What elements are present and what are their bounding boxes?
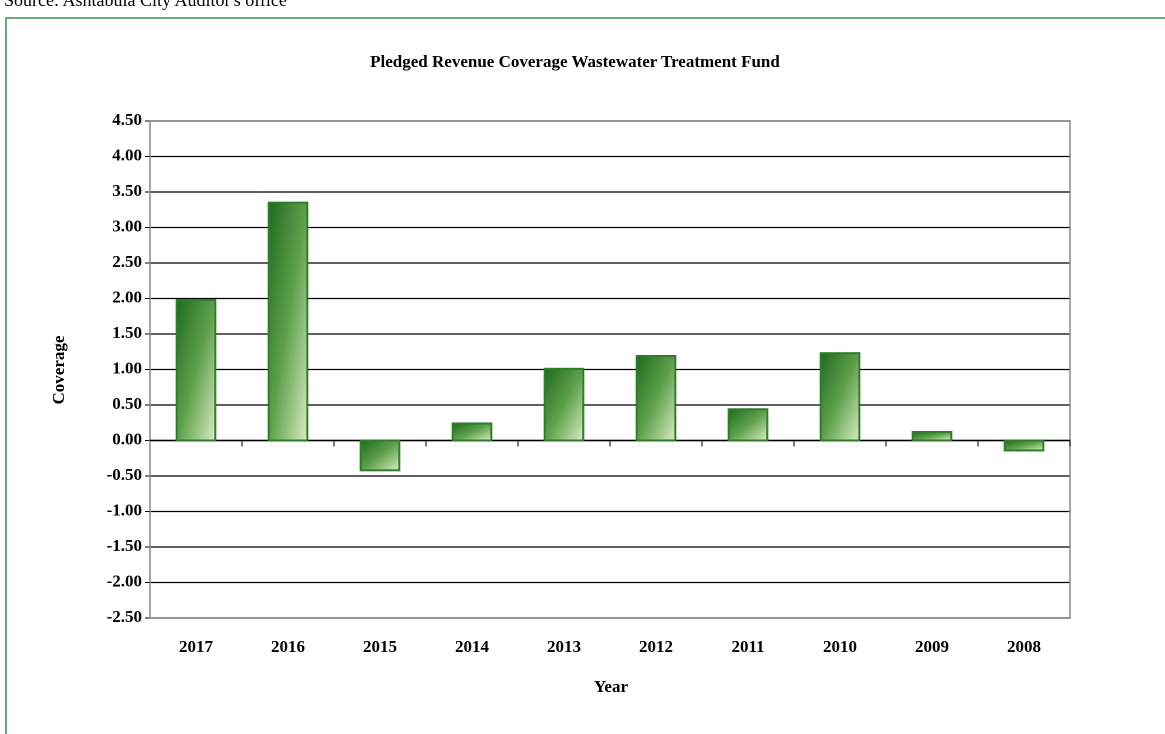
bar <box>819 352 861 442</box>
y-tick-label: 1.00 <box>112 358 142 377</box>
bar <box>451 422 493 442</box>
x-tick-label: 2010 <box>823 637 857 656</box>
source-note: Source: Ashtabula City Auditor's office <box>4 0 287 10</box>
x-tick-label: 2013 <box>547 637 581 656</box>
x-tick-label: 2016 <box>271 637 305 656</box>
x-tick-label: 2011 <box>731 637 764 656</box>
y-axis-label: Coverage <box>49 335 68 404</box>
frame <box>5 17 1165 734</box>
x-tick-label: 2014 <box>455 637 490 656</box>
bar <box>543 367 585 442</box>
y-tick-label: 0.00 <box>112 429 142 448</box>
plot-border <box>149 120 1071 619</box>
y-tick-label: 2.50 <box>112 252 142 271</box>
y-tick-label: 2.00 <box>112 287 142 306</box>
bar <box>635 355 677 442</box>
bar <box>727 408 769 442</box>
y-tick-label: -0.50 <box>107 465 142 484</box>
chart-title: Pledged Revenue Coverage Wastewater Trea… <box>370 52 780 71</box>
y-tick-label: -2.50 <box>107 607 142 626</box>
bar <box>911 430 953 442</box>
y-tick-label: 3.00 <box>112 216 142 235</box>
y-tick-label: -2.00 <box>107 571 142 590</box>
y-tick-label: 4.50 <box>112 110 142 129</box>
y-tick-label: 3.50 <box>112 181 142 200</box>
bar <box>175 298 217 442</box>
x-tick-label: 2017 <box>179 637 214 656</box>
bar <box>359 439 401 472</box>
y-tick-label: 0.50 <box>112 394 142 413</box>
x-tick-label: 2012 <box>639 637 673 656</box>
x-tick-label: 2008 <box>1007 637 1041 656</box>
x-tick-label: 2015 <box>363 637 397 656</box>
bar <box>1003 439 1045 452</box>
y-tick-label: -1.00 <box>107 500 142 519</box>
y-tick-label: 4.00 <box>112 145 142 164</box>
y-tick-label: 1.50 <box>112 323 142 342</box>
x-tick-label: 2009 <box>915 637 949 656</box>
bar <box>267 201 309 442</box>
y-tick-label: -1.50 <box>107 536 142 555</box>
x-axis-label: Year <box>594 677 628 696</box>
